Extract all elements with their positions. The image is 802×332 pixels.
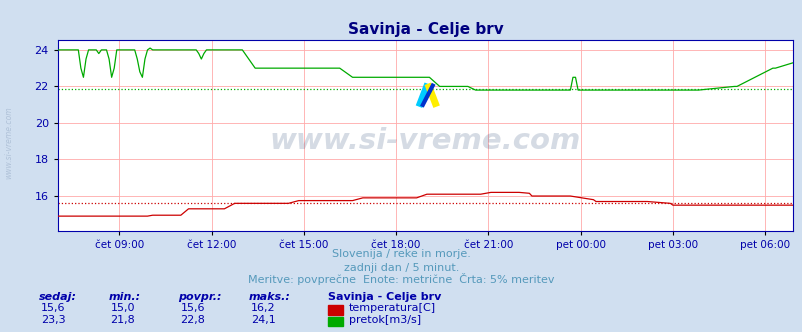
Title: Savinja - Celje brv: Savinja - Celje brv [347,22,503,37]
Text: Savinja - Celje brv: Savinja - Celje brv [327,292,440,302]
Text: min.:: min.: [108,292,140,302]
Text: 15,0: 15,0 [111,303,135,313]
Text: zadnji dan / 5 minut.: zadnji dan / 5 minut. [343,263,459,273]
Text: www.si-vreme.com: www.si-vreme.com [269,127,581,155]
Text: 22,8: 22,8 [180,315,205,325]
Text: 24,1: 24,1 [251,315,275,325]
Text: maks.:: maks.: [249,292,290,302]
Text: povpr.:: povpr.: [178,292,221,302]
Text: 23,3: 23,3 [41,315,65,325]
Text: pretok[m3/s]: pretok[m3/s] [348,315,420,325]
Text: Slovenija / reke in morje.: Slovenija / reke in morje. [332,249,470,259]
Text: www.si-vreme.com: www.si-vreme.com [4,107,14,179]
Text: sedaj:: sedaj: [38,292,76,302]
Text: 15,6: 15,6 [41,303,65,313]
Text: 16,2: 16,2 [251,303,275,313]
Text: Meritve: povprečne  Enote: metrične  Črta: 5% meritev: Meritve: povprečne Enote: metrične Črta:… [248,273,554,285]
Text: 15,6: 15,6 [180,303,205,313]
Text: temperatura[C]: temperatura[C] [348,303,435,313]
Text: 21,8: 21,8 [111,315,135,325]
